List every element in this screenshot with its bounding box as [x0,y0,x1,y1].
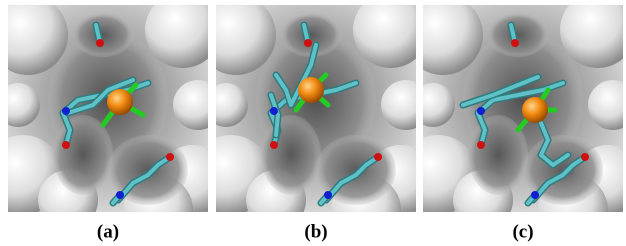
panel [0,0,228,245]
surface-bump [411,83,455,127]
atom [477,141,485,149]
atom [324,191,332,199]
atom [581,153,589,161]
protein-image [191,0,436,245]
pocket [281,13,341,57]
atom [304,39,312,47]
panel-label: (c) [512,221,533,242]
panel [398,0,626,245]
panel-label: (b) [304,221,327,242]
protein-image [398,0,626,245]
figure: (a) (b) (c) [0,0,626,246]
pocket [488,13,548,57]
nitrogen [270,107,278,115]
surface-bump [173,80,223,130]
surface-bump [204,83,248,127]
panel-label: (a) [97,221,119,242]
metal-ion [522,97,548,123]
atom [62,141,70,149]
atom [531,191,539,199]
pocket [73,13,133,57]
pocket [261,115,321,195]
nitrogen [62,107,70,115]
atom [166,153,174,161]
panel [191,0,436,245]
page: (a)(b)(c) (() => { const data = JSON.par… [0,0,626,246]
protein-image [0,0,228,245]
atom [116,191,124,199]
metal-ion [107,89,133,115]
metal-ion [298,77,324,103]
atom [96,39,104,47]
atom [511,39,519,47]
nitrogen [477,107,485,115]
atom [270,141,278,149]
atom [374,153,382,161]
